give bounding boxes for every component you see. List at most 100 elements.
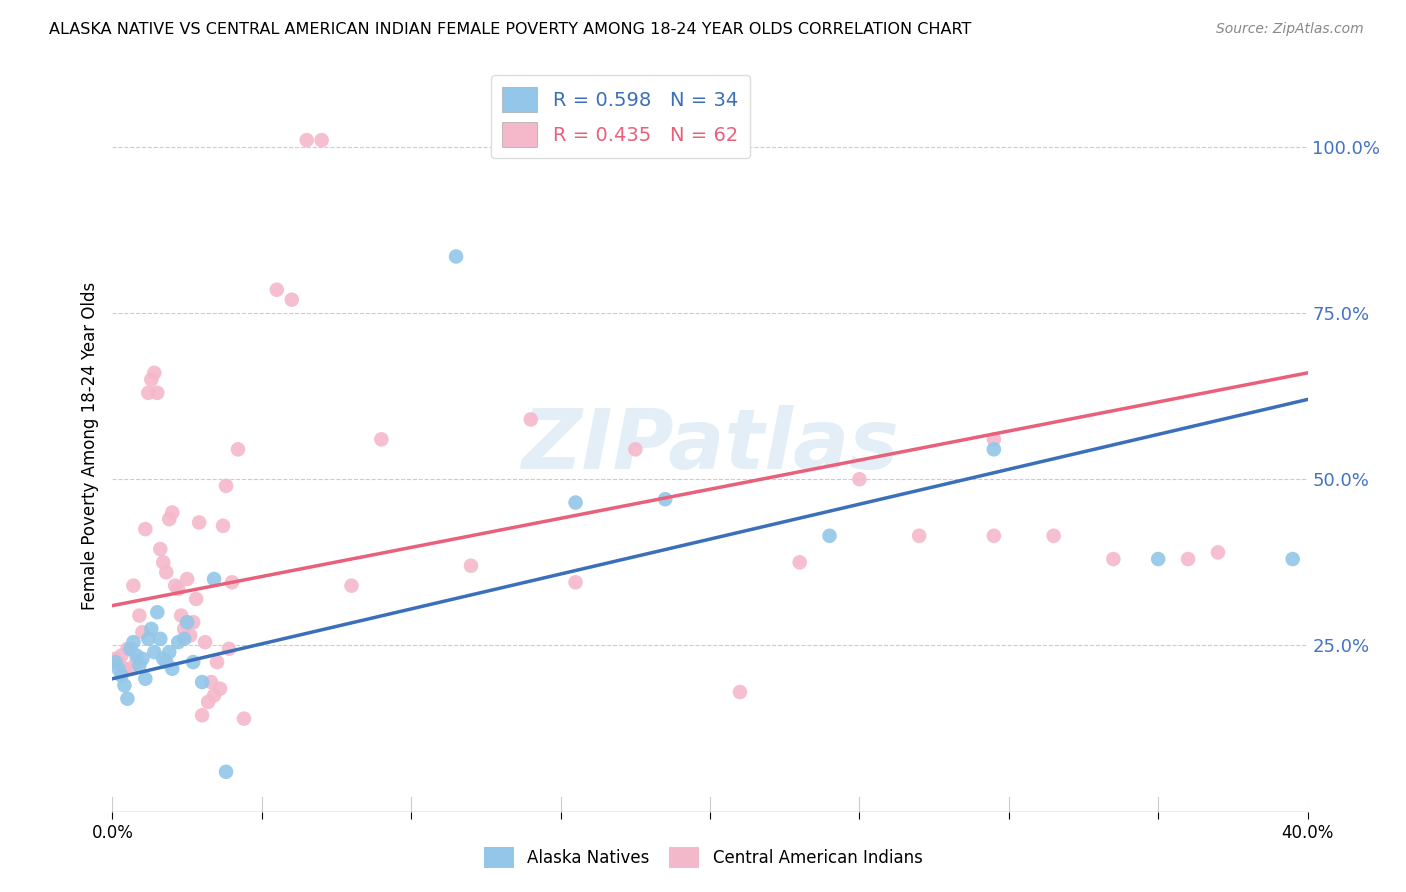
Point — [1042, 529, 1064, 543]
Point — [908, 529, 931, 543]
Point — [107, 655, 129, 669]
Point — [146, 605, 169, 619]
Point — [1147, 552, 1170, 566]
Point — [165, 579, 187, 593]
Point — [194, 635, 217, 649]
Point — [170, 608, 193, 623]
Point — [138, 385, 160, 400]
Point — [370, 433, 392, 447]
Point — [176, 615, 198, 630]
Point — [117, 641, 139, 656]
Point — [1102, 552, 1125, 566]
Point — [173, 632, 195, 646]
Point — [218, 641, 240, 656]
Text: Source: ZipAtlas.com: Source: ZipAtlas.com — [1216, 22, 1364, 37]
Point — [110, 648, 132, 663]
Point — [114, 662, 135, 676]
Point — [128, 658, 150, 673]
Point — [1177, 552, 1199, 566]
Point — [125, 655, 148, 669]
Point — [191, 708, 214, 723]
Point — [167, 582, 190, 596]
Point — [134, 672, 156, 686]
Point — [1281, 552, 1303, 566]
Point — [152, 555, 174, 569]
Point — [143, 645, 166, 659]
Point — [149, 542, 172, 557]
Point — [200, 675, 222, 690]
Point — [120, 641, 142, 656]
Point — [789, 555, 811, 569]
Point — [520, 412, 543, 426]
Point — [162, 662, 183, 676]
Point — [444, 250, 467, 264]
Point — [110, 668, 132, 682]
Point — [134, 522, 156, 536]
Point — [107, 662, 129, 676]
Point — [564, 575, 586, 590]
Point — [155, 566, 177, 580]
Point — [188, 516, 211, 530]
Point — [340, 579, 363, 593]
Point — [138, 632, 160, 646]
Point — [215, 479, 238, 493]
Point — [209, 681, 232, 696]
Point — [266, 283, 288, 297]
Y-axis label: Female Poverty Among 18-24 Year Olds: Female Poverty Among 18-24 Year Olds — [80, 282, 98, 610]
Point — [818, 529, 841, 543]
Point — [215, 764, 238, 779]
Point — [233, 712, 256, 726]
Point — [167, 635, 190, 649]
Point — [149, 632, 172, 646]
Point — [141, 372, 163, 386]
Point — [564, 495, 586, 509]
Point — [122, 635, 145, 649]
Point — [848, 472, 870, 486]
Point — [157, 645, 180, 659]
Point — [120, 662, 142, 676]
Point — [181, 655, 204, 669]
Point — [197, 695, 219, 709]
Point — [186, 591, 208, 606]
Point — [191, 675, 214, 690]
Point — [122, 579, 145, 593]
Point — [117, 691, 139, 706]
Point — [179, 628, 201, 642]
Point — [654, 492, 676, 507]
Point — [173, 622, 195, 636]
Point — [226, 442, 249, 457]
Point — [125, 648, 148, 663]
Point — [460, 558, 482, 573]
Point — [152, 652, 174, 666]
Point — [131, 652, 153, 666]
Point — [221, 575, 243, 590]
Point — [728, 685, 751, 699]
Point — [202, 689, 225, 703]
Point — [104, 655, 127, 669]
Point — [162, 506, 183, 520]
Point — [176, 572, 198, 586]
Point — [114, 678, 135, 692]
Point — [157, 512, 180, 526]
Legend: R = 0.598   N = 34, R = 0.435   N = 62: R = 0.598 N = 34, R = 0.435 N = 62 — [491, 75, 749, 159]
Point — [212, 518, 235, 533]
Point — [104, 652, 127, 666]
Point — [143, 366, 166, 380]
Point — [281, 293, 304, 307]
Point — [155, 655, 177, 669]
Point — [624, 442, 647, 457]
Point — [205, 655, 228, 669]
Point — [983, 433, 1005, 447]
Point — [131, 625, 153, 640]
Point — [141, 622, 163, 636]
Text: ZIPatlas: ZIPatlas — [522, 406, 898, 486]
Point — [146, 385, 169, 400]
Point — [983, 442, 1005, 457]
Point — [202, 572, 225, 586]
Point — [128, 608, 150, 623]
Point — [311, 133, 333, 147]
Point — [181, 615, 204, 630]
Text: ALASKA NATIVE VS CENTRAL AMERICAN INDIAN FEMALE POVERTY AMONG 18-24 YEAR OLDS CO: ALASKA NATIVE VS CENTRAL AMERICAN INDIAN… — [49, 22, 972, 37]
Point — [983, 529, 1005, 543]
Point — [1206, 545, 1229, 559]
